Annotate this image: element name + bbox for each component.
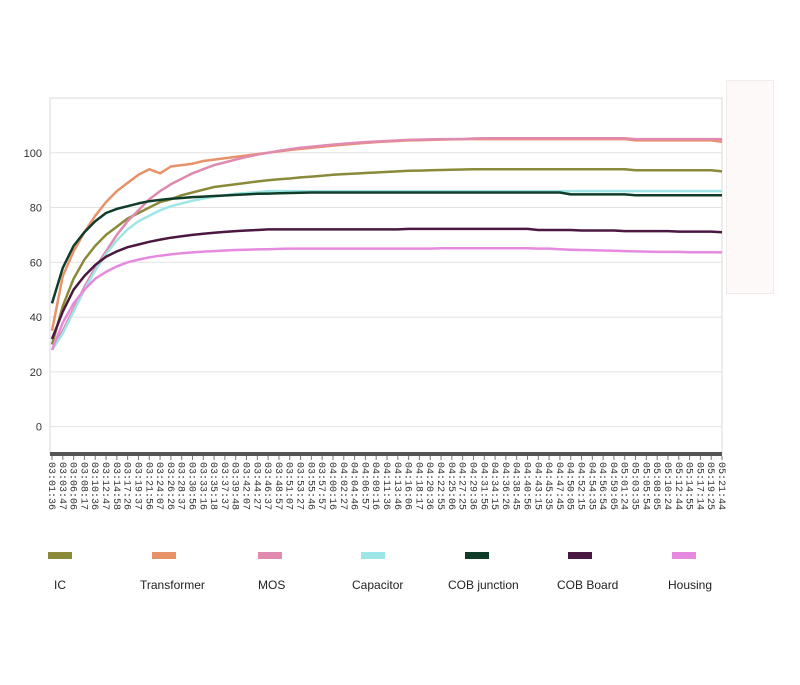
- x-tick-label: 04:04:46: [348, 462, 359, 510]
- x-tick-label: 03:51:07: [283, 462, 294, 510]
- x-tick-label: 04:54:35: [585, 462, 596, 510]
- x-tick-label: 04:22:55: [434, 462, 445, 510]
- x-tick-label: 03:10:36: [88, 462, 99, 510]
- legend-swatch: [465, 552, 489, 559]
- x-axis-ticks: 03:01:36 03:03:47 03:06:06 03:08:17 03:10:36…: [45, 456, 726, 510]
- legend-swatch: [48, 552, 72, 559]
- x-tick-label: 05:14:55: [683, 462, 694, 510]
- legend-label: MOS: [258, 578, 286, 592]
- x-tick-label: 03:21:56: [142, 462, 153, 510]
- x-tick-label: 03:42:07: [240, 462, 251, 510]
- x-tick-label: 03:35:18: [207, 462, 218, 510]
- x-tick-label: 04:25:06: [445, 462, 456, 510]
- x-tick-label: 03:01:36: [45, 462, 56, 510]
- x-tick-label: 04:20:36: [423, 462, 434, 510]
- y-tick-label: 80: [30, 203, 42, 215]
- x-tick-label: 05:10:24: [661, 462, 672, 510]
- legend-label: Housing: [668, 578, 713, 592]
- x-tick-label: 04:47:45: [553, 462, 564, 510]
- x-tick-label: 03:57:57: [315, 462, 326, 510]
- x-tick-label: 03:12:47: [99, 462, 110, 510]
- x-tick-label: 03:39:48: [229, 462, 240, 510]
- x-tick-label: 03:19:37: [131, 462, 142, 510]
- legend-swatch: [361, 552, 385, 559]
- side-panel: [726, 80, 774, 294]
- x-tick-label: 04:27:25: [456, 462, 467, 510]
- y-axis-ticks: 0 20 40 60 80 100: [24, 148, 42, 434]
- x-tick-label: 03:24:07: [153, 462, 164, 510]
- x-tick-label: 05:08:05: [650, 462, 661, 510]
- x-tick-label: 03:55:46: [304, 462, 315, 510]
- x-tick-label: 03:46:37: [261, 462, 272, 510]
- legend-label: Transformer: [140, 578, 205, 592]
- x-tick-label: 05:21:44: [715, 462, 726, 510]
- x-tick-label: 04:38:45: [510, 462, 521, 510]
- y-tick-label: 100: [24, 148, 42, 160]
- x-tick-label: 05:12:44: [672, 462, 683, 510]
- legend-label: Capacitor: [352, 578, 404, 592]
- series-line: [50, 247, 723, 351]
- series-line: [50, 191, 722, 304]
- x-tick-label: 04:56:54: [596, 462, 607, 510]
- legend-label: IC: [54, 578, 66, 592]
- legend-swatch: [672, 552, 696, 559]
- x-tick-label: 04:59:05: [607, 462, 618, 510]
- x-tick-label: 04:40:56: [520, 462, 531, 510]
- x-tick-label: 03:28:37: [175, 462, 186, 510]
- x-tick-label: 04:11:36: [380, 462, 391, 510]
- legend-swatch: [568, 552, 592, 559]
- x-tick-label: 04:02:27: [337, 462, 348, 510]
- x-tick-label: 04:16:06: [402, 462, 413, 510]
- y-tick-label: 40: [30, 312, 42, 324]
- x-tick-label: 03:17:26: [121, 462, 132, 510]
- x-tick-label: 04:31:56: [477, 462, 488, 510]
- x-tick-label: 05:03:35: [629, 462, 640, 510]
- series-lines: [50, 137, 723, 351]
- series-line: [50, 167, 723, 345]
- x-tick-label: 03:03:47: [56, 462, 67, 510]
- x-tick-label: 03:37:37: [218, 462, 229, 510]
- x-tick-label: 04:29:36: [466, 462, 477, 510]
- y-tick-label: 60: [30, 257, 42, 269]
- x-tick-label: 03:53:27: [294, 462, 305, 510]
- x-tick-label: 04:50:05: [564, 462, 575, 510]
- legend-label: COB junction: [448, 578, 519, 592]
- legend-swatch: [152, 552, 176, 559]
- series-line: [50, 137, 722, 351]
- x-tick-label: 03:14:58: [110, 462, 121, 510]
- x-tick-label: 04:00:16: [326, 462, 337, 510]
- series-line: [50, 227, 723, 340]
- x-tick-label: 04:13:46: [391, 462, 402, 510]
- x-tick-label: 05:01:24: [618, 462, 629, 510]
- x-tick-label: 04:43:15: [531, 462, 542, 510]
- y-tick-label: 20: [30, 367, 42, 379]
- x-tick-label: 03:48:57: [272, 462, 283, 510]
- y-tick-label: 0: [36, 422, 42, 434]
- x-tick-label: 05:17:14: [693, 462, 704, 510]
- x-tick-label: 04:52:15: [575, 462, 586, 510]
- x-tick-label: 03:08:17: [77, 462, 88, 510]
- legend-label: COB Board: [557, 578, 619, 592]
- x-tick-label: 05:19:25: [704, 462, 715, 510]
- legend-swatch: [258, 552, 282, 559]
- x-tick-label: 03:30:56: [185, 462, 196, 510]
- x-tick-label: 03:33:16: [196, 462, 207, 510]
- x-tick-label: 04:45:35: [542, 462, 553, 510]
- x-tick-label: 03:26:26: [164, 462, 175, 510]
- x-tick-label: 04:06:57: [358, 462, 369, 510]
- series-line: [50, 189, 722, 351]
- x-tick-label: 04:18:17: [412, 462, 423, 510]
- grid: [49, 97, 723, 456]
- x-tick-label: 04:34:15: [488, 462, 499, 510]
- x-tick-label: 05:05:54: [639, 462, 650, 510]
- x-tick-label: 04:09:16: [369, 462, 380, 510]
- plot-area: [49, 97, 723, 455]
- x-tick-label: 04:36:26: [499, 462, 510, 510]
- x-tick-label: 03:44:27: [250, 462, 261, 510]
- x-tick-label: 03:06:06: [67, 462, 78, 510]
